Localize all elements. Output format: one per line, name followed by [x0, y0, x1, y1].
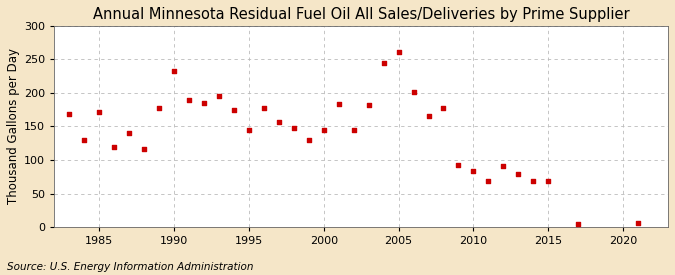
- Point: [184, 97, 194, 102]
- Point: [198, 101, 209, 105]
- Point: [573, 221, 584, 226]
- Point: [124, 131, 134, 135]
- Point: [169, 68, 180, 73]
- Point: [393, 50, 404, 54]
- Point: [229, 108, 240, 112]
- Point: [498, 164, 509, 168]
- Point: [154, 106, 165, 110]
- Point: [483, 179, 494, 184]
- Point: [348, 128, 359, 132]
- Point: [273, 120, 284, 124]
- Point: [363, 103, 374, 107]
- Point: [303, 138, 314, 142]
- Point: [64, 112, 75, 117]
- Point: [94, 109, 105, 114]
- Point: [528, 179, 539, 184]
- Point: [513, 172, 524, 176]
- Point: [259, 106, 269, 110]
- Point: [244, 128, 254, 132]
- Point: [319, 128, 329, 132]
- Y-axis label: Thousand Gallons per Day: Thousand Gallons per Day: [7, 48, 20, 204]
- Text: Source: U.S. Energy Information Administration: Source: U.S. Energy Information Administ…: [7, 262, 253, 272]
- Point: [468, 169, 479, 173]
- Point: [79, 138, 90, 142]
- Title: Annual Minnesota Residual Fuel Oil All Sales/Deliveries by Prime Supplier: Annual Minnesota Residual Fuel Oil All S…: [93, 7, 630, 22]
- Point: [408, 89, 419, 94]
- Point: [333, 102, 344, 106]
- Point: [438, 106, 449, 110]
- Point: [423, 114, 434, 119]
- Point: [288, 126, 299, 130]
- Point: [632, 221, 643, 225]
- Point: [213, 94, 224, 98]
- Point: [109, 144, 119, 149]
- Point: [138, 146, 149, 151]
- Point: [378, 61, 389, 66]
- Point: [453, 163, 464, 167]
- Point: [543, 179, 554, 184]
